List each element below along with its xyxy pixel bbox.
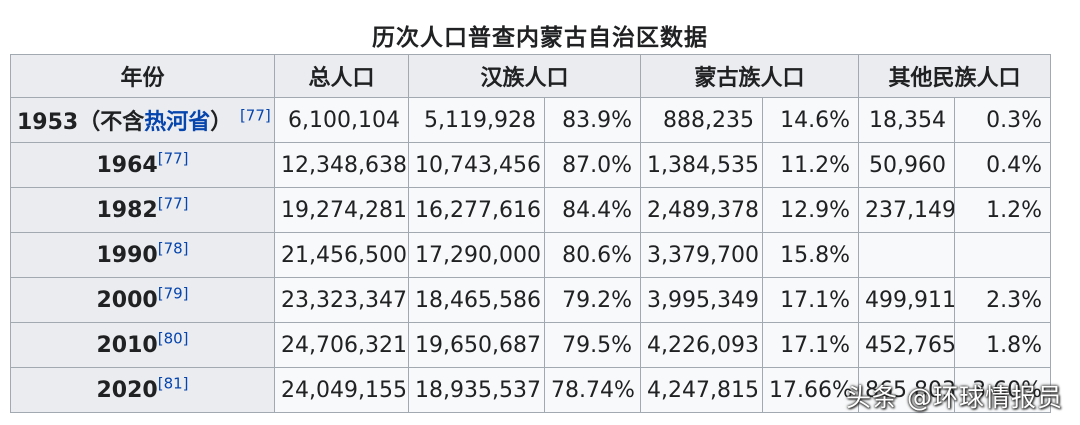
table-row: 1982[77] 19,274,281 16,277,616 84.4% 2,4… [10, 187, 1052, 233]
reference-link[interactable]: [77] [157, 194, 189, 213]
total-cell: 24,049,155 [274, 367, 409, 413]
mongol-pct-cell: 17.1% [762, 277, 860, 323]
han-cell: 18,465,586 [408, 277, 545, 323]
mongol-cell: 3,995,349 [640, 277, 764, 323]
han-pct-cell: 84.4% [543, 187, 642, 233]
other-cell: 50,960 [858, 142, 956, 188]
mongol-cell: 3,379,700 [640, 232, 764, 278]
reference-link[interactable]: [81] [157, 374, 189, 393]
han-cell: 16,277,616 [408, 187, 545, 233]
han-pct-cell: 87.0% [543, 142, 642, 188]
year-text: 1953（不含 [17, 110, 145, 135]
header-han: 汉族人口 [407, 54, 642, 98]
year-text: 1964 [96, 152, 158, 178]
han-pct-cell: 83.9% [543, 97, 642, 143]
total-cell: 12,348,638 [274, 142, 409, 188]
header-year: 年份 [10, 54, 275, 98]
mongol-pct-cell: 11.2% [762, 142, 860, 188]
header-total: 总人口 [274, 54, 409, 98]
mongol-pct-cell: 17.66% [762, 367, 860, 413]
year-text: 2020 [96, 377, 158, 403]
other-pct-cell: 3.60% [954, 367, 1052, 413]
reference-link[interactable]: [79] [157, 284, 189, 303]
mongol-cell: 2,489,378 [640, 187, 764, 233]
reference-link[interactable]: [77] [157, 149, 189, 168]
other-pct-cell: 0.3% [954, 97, 1052, 143]
other-pct-cell: 1.8% [954, 322, 1052, 368]
han-pct-cell: 78.74% [543, 367, 642, 413]
mongol-cell: 4,247,815 [640, 367, 764, 413]
other-cell: 237,149 [858, 187, 956, 233]
total-cell: 19,274,281 [274, 187, 409, 233]
year-text-suffix: ） [210, 110, 233, 135]
year-cell: 2000[79] [10, 277, 275, 323]
reference-link[interactable]: [77] [239, 106, 271, 125]
year-text: 2000 [96, 287, 158, 313]
han-cell: 17,290,000 [408, 232, 545, 278]
mongol-pct-cell: 14.6% [762, 97, 860, 143]
mongol-pct-cell: 12.9% [762, 187, 860, 233]
header-row: 年份 总人口 汉族人口 蒙古族人口 其他民族人口 [10, 54, 1052, 98]
other-cell: 865,803 [858, 367, 956, 413]
han-pct-cell: 80.6% [543, 232, 642, 278]
table-row: 2000[79] 23,323,347 18,465,586 79.2% 3,9… [10, 277, 1052, 323]
han-cell: 10,743,456 [408, 142, 545, 188]
year-cell: 2010[80] [10, 322, 275, 368]
mongol-cell: 888,235 [640, 97, 764, 143]
other-cell: 499,911 [858, 277, 956, 323]
table-row: 2020[81] 24,049,155 18,935,537 78.74% 4,… [10, 367, 1052, 413]
han-cell: 5,119,928 [408, 97, 545, 143]
han-pct-cell: 79.5% [543, 322, 642, 368]
mongol-pct-cell: 17.1% [762, 322, 860, 368]
mongol-pct-cell: 15.8% [762, 232, 860, 278]
total-cell: 23,323,347 [274, 277, 409, 323]
other-cell: 452,765 [858, 322, 956, 368]
other-pct-cell: 1.2% [954, 187, 1052, 233]
total-cell: 24,706,321 [274, 322, 409, 368]
total-cell: 6,100,104 [274, 97, 409, 143]
table-row: 2010[80] 24,706,321 19,650,687 79.5% 4,2… [10, 322, 1052, 368]
table-row: 1964[77] 12,348,638 10,743,456 87.0% 1,3… [10, 142, 1052, 188]
han-cell: 19,650,687 [408, 322, 545, 368]
header-other: 其他民族人口 [858, 54, 1052, 98]
han-cell: 18,935,537 [408, 367, 545, 413]
table-caption: 历次人口普查内蒙古自治区数据 [372, 25, 708, 51]
reference-link[interactable]: [80] [157, 329, 189, 348]
rehe-province-link[interactable]: 热河省 [144, 110, 211, 135]
year-text: 1990 [96, 242, 158, 268]
reference-link[interactable]: [78] [157, 239, 189, 258]
other-pct-cell [954, 232, 1052, 278]
census-table: 年份 总人口 汉族人口 蒙古族人口 其他民族人口 1953（不含热河省） [77… [10, 54, 1052, 413]
other-pct-cell: 2.3% [954, 277, 1052, 323]
watermark: 头条 @环球情报员 [846, 383, 1063, 412]
table-row: 1990[78] 21,456,500 17,290,000 80.6% 3,3… [10, 232, 1052, 278]
other-cell: 18,354 [858, 97, 956, 143]
year-cell: 1953（不含热河省） [77] [10, 97, 275, 143]
year-cell: 2020[81] [10, 367, 275, 413]
year-cell: 1964[77] [10, 142, 275, 188]
other-cell [858, 232, 956, 278]
mongol-cell: 4,226,093 [640, 322, 764, 368]
year-cell: 1982[77] [10, 187, 275, 233]
table-row: 1953（不含热河省） [77] 6,100,104 5,119,928 83.… [10, 97, 1052, 143]
other-pct-cell: 0.4% [954, 142, 1052, 188]
year-text: 2010 [96, 332, 158, 358]
header-mongol: 蒙古族人口 [640, 54, 860, 98]
han-pct-cell: 79.2% [543, 277, 642, 323]
year-text: 1982 [96, 197, 158, 223]
year-cell: 1990[78] [10, 232, 275, 278]
total-cell: 21,456,500 [274, 232, 409, 278]
mongol-cell: 1,384,535 [640, 142, 764, 188]
